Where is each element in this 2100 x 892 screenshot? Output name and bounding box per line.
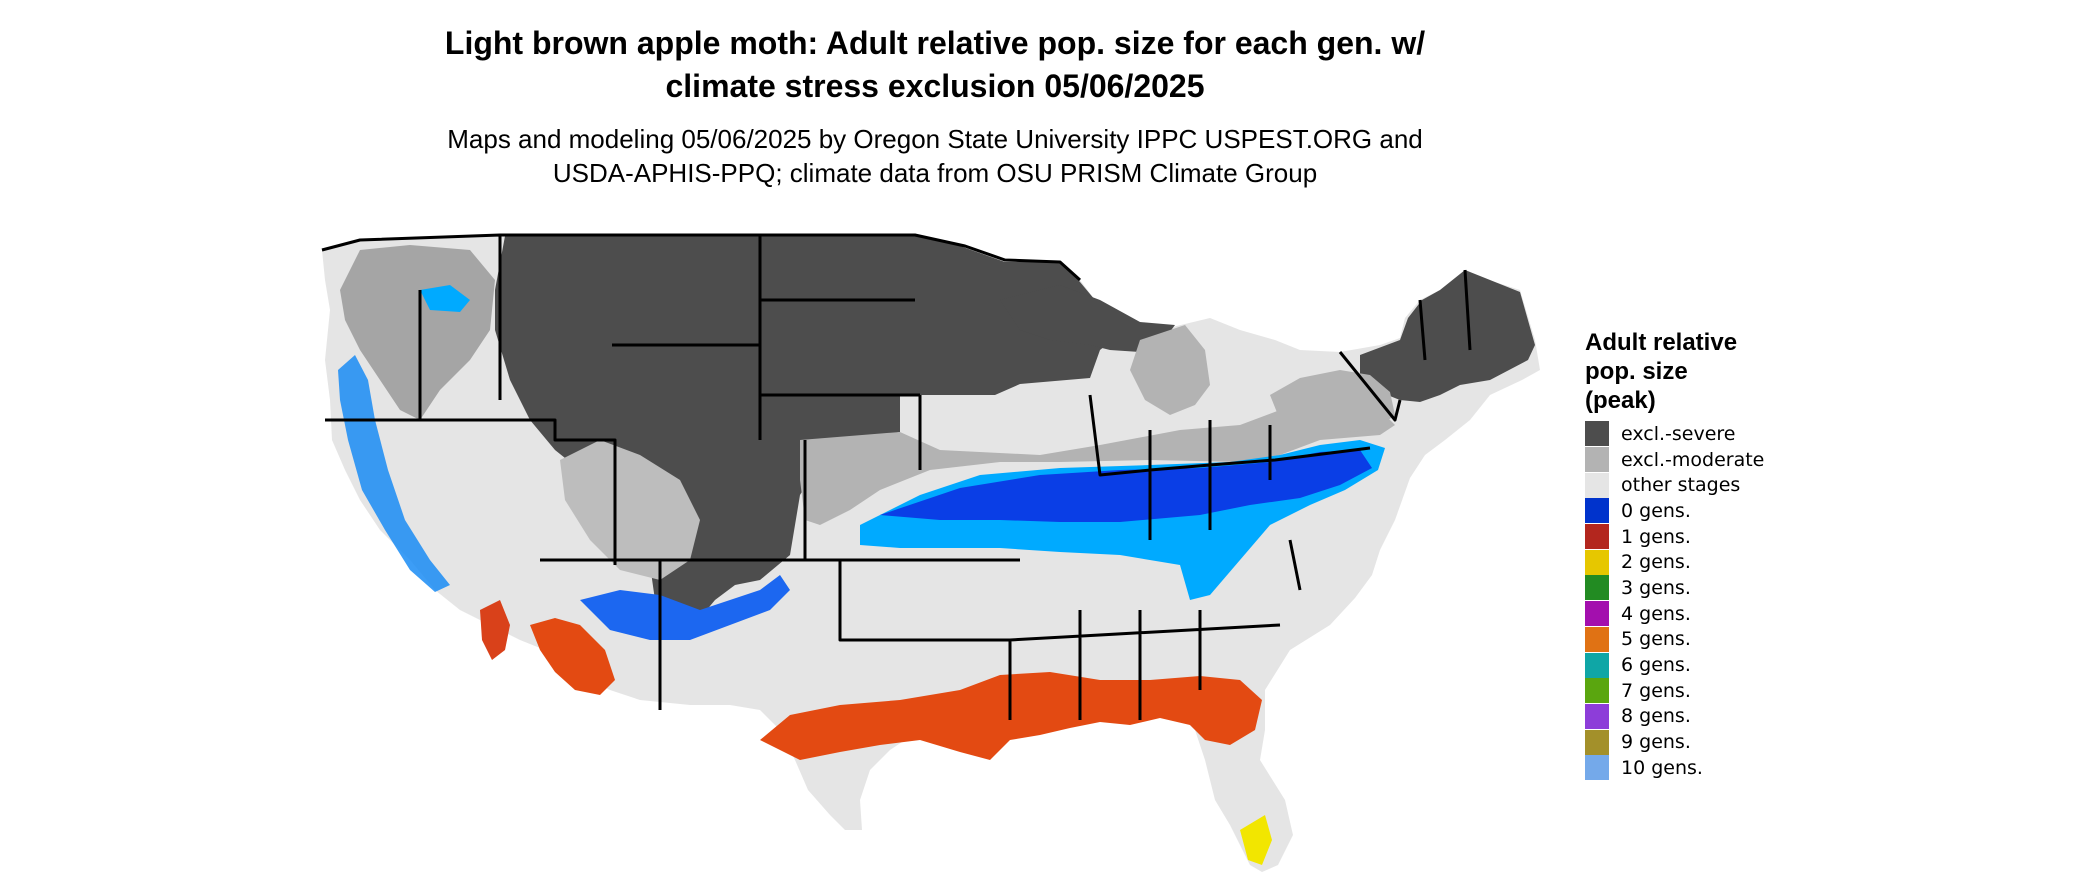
legend-row: 1 gens. [1585,524,1885,550]
map-subtitle: Maps and modeling 05/06/2025 by Oregon S… [0,122,1870,190]
legend-label: 3 gens. [1621,576,1691,599]
legend-swatch [1585,498,1609,524]
legend-label: other stages [1621,474,1741,497]
excl-moderate-west [340,245,495,420]
map-title-line1: Light brown apple moth: Adult relative p… [444,25,1426,61]
legend-swatch [1585,524,1609,550]
legend-label: 9 gens. [1621,731,1691,754]
legend-swatch [1585,575,1609,601]
legend-label: 1 gens. [1621,525,1691,548]
excl-moderate-michigan [1130,325,1210,415]
gen0-california [338,355,450,592]
legend-title-line1: Adult relative [1585,329,1738,356]
legend-swatch [1585,626,1609,652]
legend-label: excl.-moderate [1621,448,1765,471]
legend-label: 6 gens. [1621,654,1691,677]
map-subtitle-line2: USDA-APHIS-PPQ; climate data from OSU PR… [552,158,1318,188]
legend-label: 7 gens. [1621,679,1691,702]
excl-moderate-great-basin [560,440,700,580]
legend-swatch [1585,421,1609,447]
legend-row: excl.-severe [1585,421,1885,447]
legend-swatch [1585,755,1609,781]
excl-moderate-new-york [1270,370,1395,432]
legend-swatch [1585,652,1609,678]
legend-items: excl.-severe excl.-moderate other stages 0 … [1585,421,1885,781]
legend-label: 2 gens. [1621,551,1691,574]
gen0-dark-band [880,450,1372,522]
legend-title: Adult relative pop. size (peak) [1585,328,1885,415]
legend-row: other stages [1585,472,1885,498]
legend-swatch [1585,549,1609,575]
state-borders [321,233,1472,720]
legend-row: 5 gens. [1585,626,1885,653]
legend-swatch [1585,703,1609,729]
excl-severe-new-england [1360,270,1535,402]
gen1-socal [480,600,510,660]
legend-swatch [1585,678,1609,704]
legend-row: excl.-moderate [1585,447,1885,473]
legend-row: 0 gens. [1585,498,1885,524]
legend-swatch [1585,472,1609,498]
legend-row: 3 gens. [1585,575,1885,601]
excl-severe-michigan-wisconsin [1000,285,1175,352]
legend-swatch [1585,729,1609,755]
legend-label: 10 gens. [1621,756,1703,779]
legend-row: 6 gens. [1585,652,1885,678]
legend-label: 8 gens. [1621,705,1691,728]
legend-row: 7 gens. [1585,678,1885,704]
legend-row: 8 gens. [1585,703,1885,730]
gen1-arizona [530,618,615,695]
us-map [321,233,1540,872]
legend-row: 10 gens. [1585,755,1885,781]
legend-row: 4 gens. [1585,601,1885,627]
legend-title-line2: pop. size [1585,358,1688,385]
legend-row: 9 gens. [1585,729,1885,755]
gen0-southwest-band [580,575,790,640]
map-legend: Adult relative pop. size (peak) excl.-se… [1585,328,1885,781]
legend-label: excl.-severe [1621,422,1736,445]
legend-row: 2 gens. [1585,549,1885,575]
map-subtitle-line1: Maps and modeling 05/06/2025 by Oregon S… [447,124,1423,154]
state-border-lines [321,233,1472,720]
legend-swatch [1585,447,1609,473]
legend-label: 0 gens. [1621,499,1691,522]
map-title-line2: climate stress exclusion 05/06/2025 [665,68,1205,104]
gen0-washington [420,285,470,312]
gen2-south-florida [1240,815,1272,865]
legend-label: 5 gens. [1621,628,1691,651]
map-title: Light brown apple moth: Adult relative p… [0,22,1870,108]
legend-title-line3: (peak) [1585,387,1656,414]
legend-label: 4 gens. [1621,602,1691,625]
legend-swatch [1585,601,1609,627]
